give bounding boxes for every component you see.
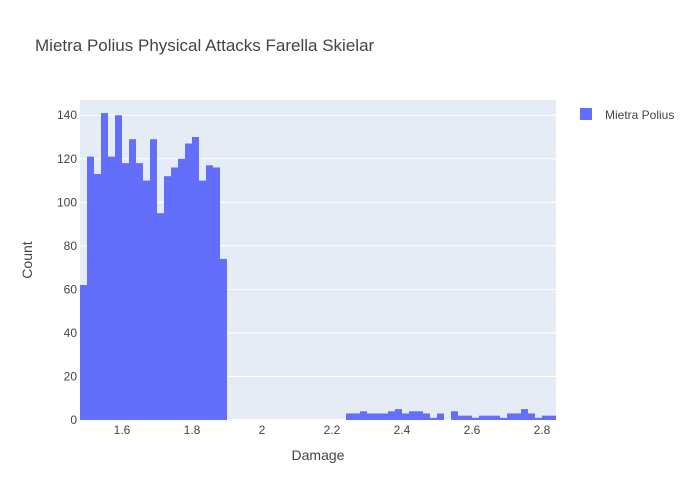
histogram-bar[interactable] [94,174,101,420]
histogram-bar[interactable] [549,415,556,420]
histogram-bar[interactable] [528,413,535,420]
histogram-bar[interactable] [346,413,353,420]
legend-label: Mietra Polius [605,108,674,122]
histogram-bar[interactable] [486,415,493,420]
x-tick-label: 2 [259,423,266,437]
histogram-bar[interactable] [192,137,199,420]
x-tick-label: 2.4 [394,423,411,437]
histogram-bar[interactable] [388,411,395,420]
histogram-bar[interactable] [87,156,94,420]
histogram-bar[interactable] [115,115,122,420]
histogram-bar[interactable] [199,180,206,420]
y-tick-label: 20 [64,369,78,383]
histogram-bar[interactable] [423,413,430,420]
histogram-bar[interactable] [542,415,549,420]
y-axis-ticks: 0 20 40 60 80 100 120 140 [57,108,77,427]
histogram-bar[interactable] [108,156,115,420]
histogram-bar[interactable] [437,413,444,420]
x-tick-label: 1.8 [184,423,201,437]
bars-series [80,113,556,421]
x-tick-label: 1.6 [114,423,131,437]
histogram-bar[interactable] [367,413,374,420]
histogram-bar[interactable] [500,417,507,420]
y-tick-label: 60 [64,282,78,296]
y-tick-label: 120 [57,152,77,166]
histogram-bar[interactable] [122,163,129,420]
x-axis-title: Damage [292,447,345,463]
histogram-bar[interactable] [535,417,542,420]
histogram-bar[interactable] [381,413,388,420]
histogram-bar[interactable] [136,163,143,420]
y-tick-label: 40 [64,326,78,340]
histogram-bar[interactable] [493,415,500,420]
y-tick-label: 80 [64,239,78,253]
y-tick-label: 100 [57,195,77,209]
histogram-bar[interactable] [129,139,136,421]
y-axis-title: Count [19,241,35,278]
histogram-bar[interactable] [360,411,367,420]
histogram-bar[interactable] [402,413,409,420]
histogram-bar[interactable] [479,415,486,420]
histogram-bar[interactable] [80,285,87,420]
legend[interactable]: Mietra Polius [580,108,674,122]
histogram-bar[interactable] [409,411,416,420]
x-tick-label: 2.2 [324,423,341,437]
histogram-bar[interactable] [416,411,423,420]
y-tick-label: 0 [70,413,77,427]
histogram-bar[interactable] [220,258,227,420]
histogram-bar[interactable] [514,413,521,420]
histogram-bar[interactable] [178,158,185,420]
histogram-bar[interactable] [157,213,164,420]
histogram-bar[interactable] [507,413,514,420]
x-tick-label: 2.8 [534,423,551,437]
histogram-bar[interactable] [521,409,528,420]
histogram-bar[interactable] [458,415,465,420]
histogram-bar[interactable] [164,176,171,420]
histogram-bar[interactable] [374,413,381,420]
histogram-bar[interactable] [171,167,178,420]
chart-title: Mietra Polius Physical Attacks Farella S… [35,36,375,55]
histogram-bar[interactable] [353,413,360,420]
histogram-bar[interactable] [185,143,192,420]
x-axis-ticks: 1.6 1.8 2 2.2 2.4 2.6 2.8 [114,423,551,437]
histogram-bar[interactable] [472,417,479,420]
histogram-bar[interactable] [143,180,150,420]
histogram-bar[interactable] [395,409,402,420]
legend-swatch [580,108,592,120]
y-tick-label: 140 [57,108,77,122]
histogram-bar[interactable] [213,167,220,420]
histogram-bar[interactable] [451,411,458,420]
histogram-bar[interactable] [206,165,213,420]
histogram-bar[interactable] [150,139,157,421]
histogram-bar[interactable] [430,417,437,420]
histogram-bar[interactable] [465,415,472,420]
histogram-bar[interactable] [101,113,108,421]
x-tick-label: 2.6 [464,423,481,437]
